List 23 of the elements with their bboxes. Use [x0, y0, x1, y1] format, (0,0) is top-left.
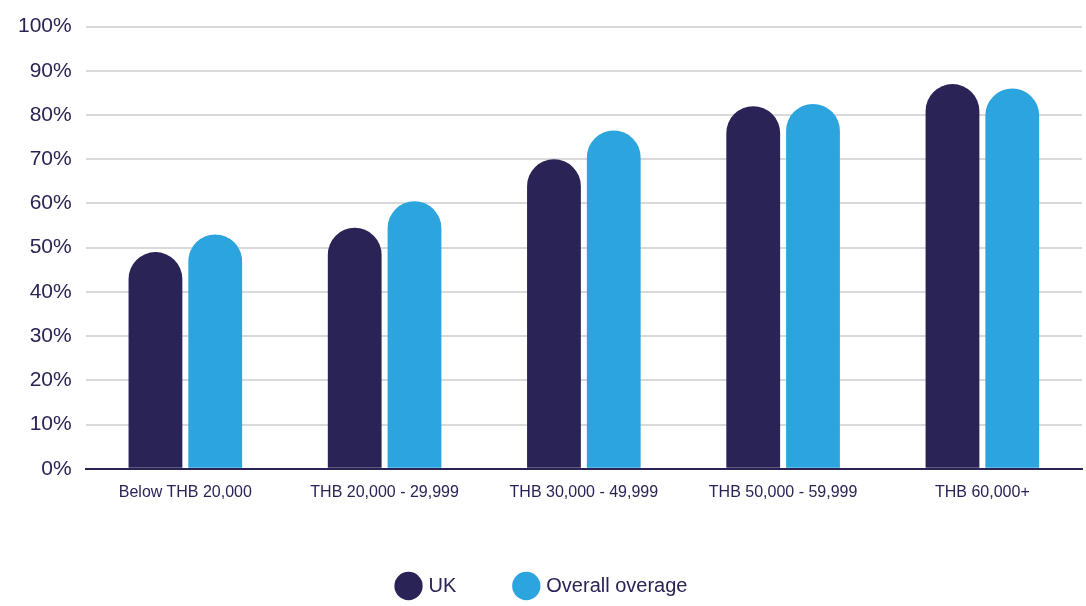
- x-tick-label: THB 60,000+: [935, 482, 1030, 500]
- x-tick-label: THB 20,000 - 29,999: [310, 482, 459, 500]
- y-tick-label: 90%: [29, 57, 72, 81]
- x-tick-label: Below THB 20,000: [118, 482, 252, 500]
- bar: [985, 88, 1040, 468]
- legend-label: Overall overage: [546, 573, 688, 596]
- bar: [387, 201, 442, 468]
- y-tick-label: 70%: [29, 146, 72, 170]
- x-tick-label: THB 50,000 - 59,999: [708, 482, 858, 500]
- y-tick-label: 100%: [17, 13, 72, 37]
- y-tick-label: 30%: [29, 322, 72, 346]
- y-tick-label: 20%: [29, 367, 72, 391]
- y-tick-label: 50%: [29, 234, 72, 258]
- bar: [586, 130, 641, 468]
- y-tick-label: 80%: [29, 101, 72, 125]
- y-tick-label: 60%: [29, 190, 72, 214]
- y-tick-label: 40%: [29, 278, 72, 302]
- y-tick-label: 10%: [29, 411, 72, 435]
- x-tick-label: THB 30,000 - 49,999: [509, 482, 659, 500]
- bar: [188, 234, 243, 468]
- legend-label: UK: [428, 573, 457, 596]
- y-tick-label: 0%: [41, 455, 72, 479]
- bar: [786, 103, 840, 468]
